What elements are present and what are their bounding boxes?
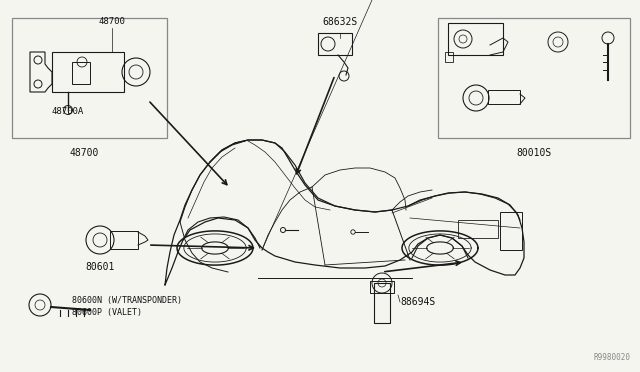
Text: R9980020: R9980020 — [593, 353, 630, 362]
Bar — [458, 220, 498, 238]
Text: 48700: 48700 — [69, 148, 99, 158]
Bar — [110, 231, 138, 249]
Bar — [445, 52, 453, 62]
Bar — [438, 18, 630, 138]
Text: 80601: 80601 — [85, 262, 115, 272]
Text: 88694S: 88694S — [400, 297, 435, 307]
Bar — [374, 283, 390, 323]
Bar — [52, 52, 124, 92]
Bar — [72, 62, 90, 84]
Bar — [500, 212, 522, 250]
Text: 48700: 48700 — [99, 17, 125, 26]
Bar — [488, 90, 520, 104]
Text: 80600P (VALET): 80600P (VALET) — [72, 308, 142, 317]
Text: 48700A: 48700A — [52, 108, 84, 116]
Bar — [370, 281, 394, 293]
Text: 68632S: 68632S — [323, 17, 358, 27]
Text: 80600N (W/TRANSPONDER): 80600N (W/TRANSPONDER) — [72, 295, 182, 305]
Bar — [318, 33, 352, 55]
Bar — [448, 23, 503, 55]
Text: 80010S: 80010S — [516, 148, 552, 158]
Bar — [12, 18, 167, 138]
